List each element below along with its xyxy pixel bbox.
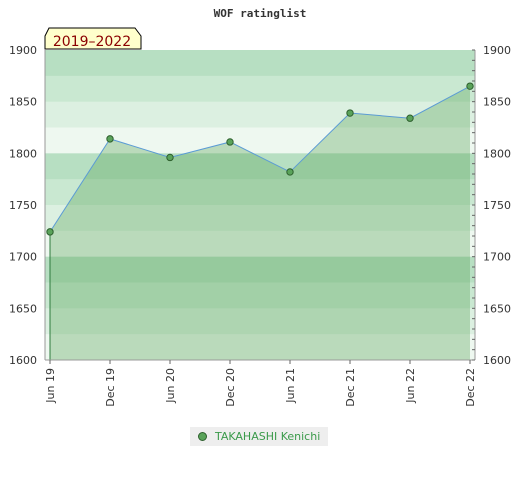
y-tick-label-left: 1750 (9, 199, 37, 212)
data-point (106, 135, 114, 143)
background-band (45, 153, 475, 180)
y-tick-label-right: 1750 (483, 199, 511, 212)
background-band (45, 101, 475, 128)
data-point (226, 138, 234, 146)
y-tick-label-right: 1700 (483, 251, 511, 264)
background-band (45, 179, 475, 206)
period-badge: 2019–2022 (44, 27, 142, 50)
x-tick-label: Jun 22 (404, 368, 417, 404)
data-point (406, 114, 414, 122)
data-point (466, 82, 474, 90)
y-axis-right: 1600 1650 1700 1750 1800 1850 1900 (472, 44, 511, 367)
y-tick-label-left: 1700 (9, 251, 37, 264)
x-tick-label: Jun 21 (284, 368, 297, 404)
data-point (166, 153, 174, 162)
background-band (45, 308, 475, 335)
data-point (286, 168, 294, 176)
background-band (45, 256, 475, 283)
badge-label: 2019–2022 (53, 34, 131, 50)
background-band (45, 75, 475, 103)
chart-title: WOF ratinglist (214, 7, 307, 20)
background-bands (45, 50, 475, 361)
data-point (46, 228, 54, 236)
series-line (49, 85, 471, 233)
area-layer (49, 85, 471, 361)
y-tick-label-left: 1650 (9, 302, 37, 315)
y-tick-label-left: 1850 (9, 96, 37, 109)
y-tick-label-right: 1600 (483, 354, 511, 367)
x-tick-label: Jun 20 (164, 368, 177, 404)
series-area (50, 86, 470, 361)
y-tick-label-right: 1650 (483, 302, 511, 315)
data-point (346, 109, 354, 117)
y-tick-label-right: 1900 (483, 44, 511, 57)
x-tick-label: Dec 19 (104, 368, 117, 407)
background-band (45, 50, 475, 77)
y-tick-label-right: 1850 (483, 96, 511, 109)
y-tick-label-left: 1800 (9, 147, 37, 160)
background-band (45, 230, 475, 258)
background-band (45, 334, 475, 361)
x-tick-label: Dec 20 (224, 368, 237, 407)
x-tick-label: Dec 21 (344, 368, 357, 407)
y-tick-label-left: 1900 (9, 44, 37, 57)
y-axis-left: 1600 1650 1700 1750 1800 1850 1900 (9, 44, 37, 367)
x-tick-label: Dec 22 (464, 368, 477, 407)
background-band (45, 282, 475, 309)
badge-shape (44, 27, 142, 50)
background-band (45, 205, 475, 232)
y-tick-label-right: 1800 (483, 147, 511, 160)
data-markers (46, 82, 474, 236)
legend: TAKAHASHI Kenichi (190, 427, 329, 446)
legend-marker (198, 432, 207, 441)
y-tick-label-left: 1600 (9, 354, 37, 367)
x-axis: Jun 19 Dec 19 Jun 20 Dec 20 Jun 21 Dec 21 Jun … (44, 360, 477, 407)
x-tick-label: Jun 19 (44, 368, 57, 404)
legend-series-name: TAKAHASHI Kenichi (215, 430, 321, 443)
